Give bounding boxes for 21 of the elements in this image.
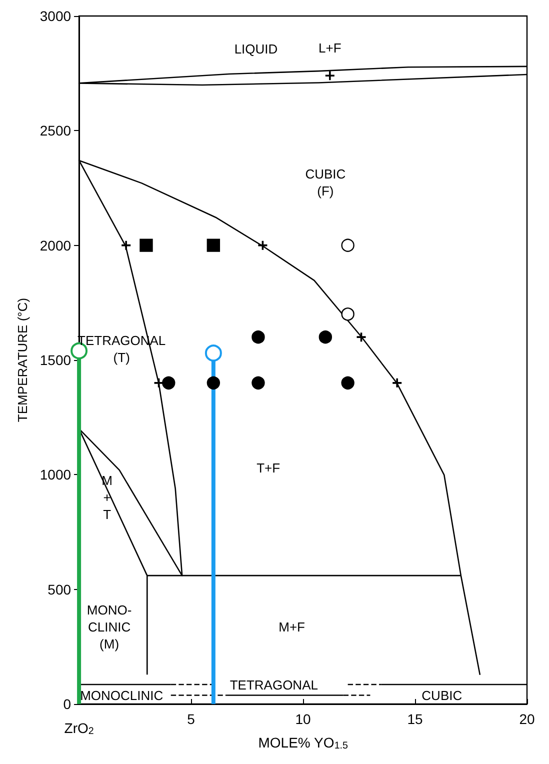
annotation: TETRAGONAL xyxy=(230,678,318,693)
y-tick-label: 2500 xyxy=(40,122,72,139)
annotation: CUBIC (F) xyxy=(305,166,346,198)
x-tick-label: 20 xyxy=(519,711,535,727)
annotation: MONO- CLINIC (M) xyxy=(86,602,132,652)
y-tick-label: 0 xyxy=(63,696,72,712)
y-tick-label: 1000 xyxy=(40,466,72,483)
x-tick-label: 15 xyxy=(407,711,424,727)
x-tick-label: 10 xyxy=(295,711,312,727)
y-tick-label: 1500 xyxy=(40,352,72,368)
y-tick-label: 500 xyxy=(48,581,72,598)
y-axis-title: TEMPERATURE (°C) xyxy=(15,298,30,422)
annotation: LIQUID xyxy=(234,42,278,57)
annotation: T+F xyxy=(256,460,280,476)
y-tick-label: 3000 xyxy=(40,8,72,24)
annotation: CUBIC xyxy=(422,688,462,703)
annotation: MONOCLINIC xyxy=(80,688,164,703)
y-tick-label: 2000 xyxy=(40,237,72,254)
annotation: M+F xyxy=(278,619,306,634)
annotation: L+F xyxy=(318,40,342,56)
x-tick-label: 5 xyxy=(187,711,196,727)
